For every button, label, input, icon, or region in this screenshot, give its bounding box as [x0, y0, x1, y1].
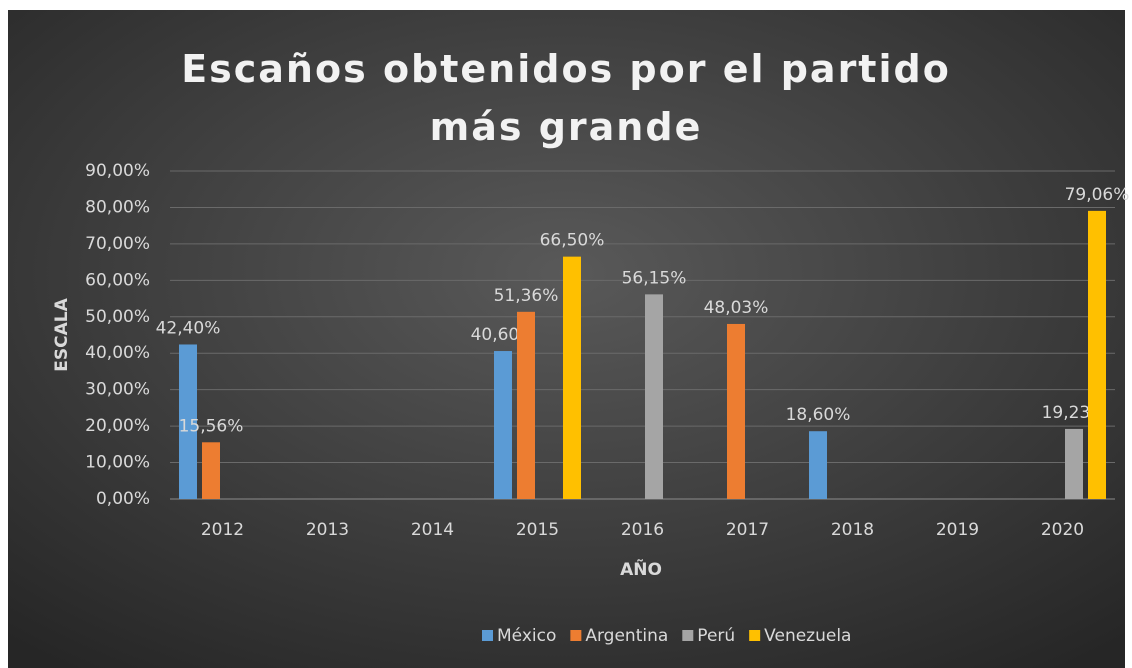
- x-tick-label: 2017: [726, 520, 769, 540]
- bar: [727, 323, 745, 499]
- x-tick-label: 2019: [936, 520, 979, 540]
- data-label: 51,36%: [494, 286, 559, 306]
- x-tick-label: 2013: [306, 520, 349, 540]
- bar: [645, 294, 663, 499]
- y-tick-label: 40,00%: [85, 343, 150, 363]
- y-tick-label: 20,00%: [85, 416, 150, 436]
- legend-label: Venezuela: [764, 626, 851, 646]
- bar: [809, 431, 827, 499]
- x-tick-label: 2016: [621, 520, 664, 540]
- legend-swatch: [749, 630, 761, 641]
- data-label: 18,60%: [786, 405, 851, 425]
- y-axis-title: ESCALA: [52, 297, 72, 371]
- legend-label: Argentina: [585, 626, 668, 646]
- bar: [179, 344, 197, 499]
- y-tick-label: 30,00%: [85, 380, 150, 400]
- data-label: 79,06%: [1065, 185, 1130, 205]
- legend-label: México: [497, 626, 556, 646]
- bar: [563, 256, 581, 499]
- y-tick-label: 0,00%: [96, 489, 150, 509]
- x-tick-label: 2015: [516, 520, 559, 540]
- chart-title: Escaños obtenidos por el partido más gra…: [181, 47, 951, 149]
- y-tick-label: 60,00%: [85, 270, 150, 290]
- bar: [202, 442, 220, 499]
- y-tick-label: 70,00%: [85, 234, 150, 254]
- x-tick-label: 2020: [1041, 520, 1084, 540]
- legend-label: Perú: [697, 626, 735, 646]
- y-tick-label: 90,00%: [85, 161, 150, 181]
- bar: [1065, 428, 1083, 499]
- bar: [494, 351, 512, 499]
- x-tick-label: 2018: [831, 520, 874, 540]
- data-label: 48,03%: [704, 298, 769, 318]
- y-tick-label: 10,00%: [85, 453, 150, 473]
- bar: [517, 311, 535, 499]
- x-axis-title: AÑO: [620, 557, 662, 580]
- data-label: 42,40%: [156, 318, 221, 338]
- data-label: 56,15%: [622, 268, 687, 288]
- legend-swatch: [682, 630, 694, 641]
- y-tick-label: 80,00%: [85, 197, 150, 217]
- x-tick-label: 2014: [411, 520, 454, 540]
- data-label: 15,56%: [179, 416, 244, 436]
- x-tick-label: 2012: [201, 520, 244, 540]
- data-label: 66,50%: [540, 231, 605, 251]
- legend-swatch: [570, 630, 582, 641]
- y-tick-label: 50,00%: [85, 307, 150, 327]
- bar: [1088, 210, 1106, 499]
- legend-swatch: [482, 630, 493, 641]
